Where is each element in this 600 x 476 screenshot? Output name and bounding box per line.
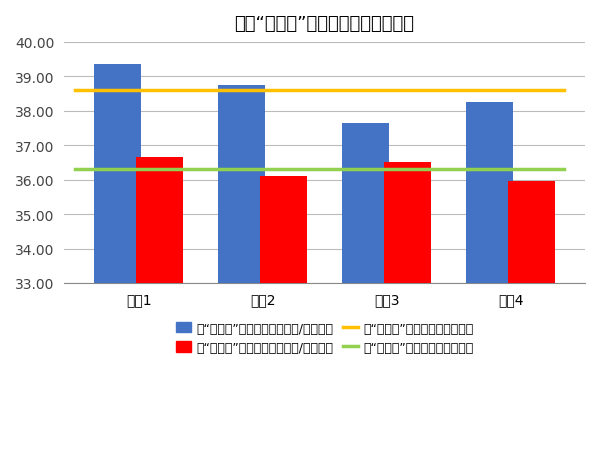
Bar bbox=[466, 103, 513, 283]
Legend: 无“机智人”节油开关油耗（升/百公里）, 有“机智人”节油开关油耗（升/百公里）, 无“机智人”节油开关油耗平均値, 有“机智人”节油开关油耗平均値: 无“机智人”节油开关油耗（升/百公里）, 有“机智人”节油开关油耗（升/百公里）… bbox=[176, 322, 473, 354]
Bar bbox=[260, 177, 307, 283]
Bar bbox=[342, 124, 389, 283]
Bar bbox=[94, 65, 141, 283]
Title: 使用“机智人”节油开关前后油耗对比: 使用“机智人”节油开关前后油耗对比 bbox=[235, 15, 415, 33]
Bar bbox=[384, 163, 431, 283]
Bar bbox=[136, 158, 183, 283]
Bar bbox=[508, 182, 555, 283]
Bar bbox=[218, 86, 265, 283]
